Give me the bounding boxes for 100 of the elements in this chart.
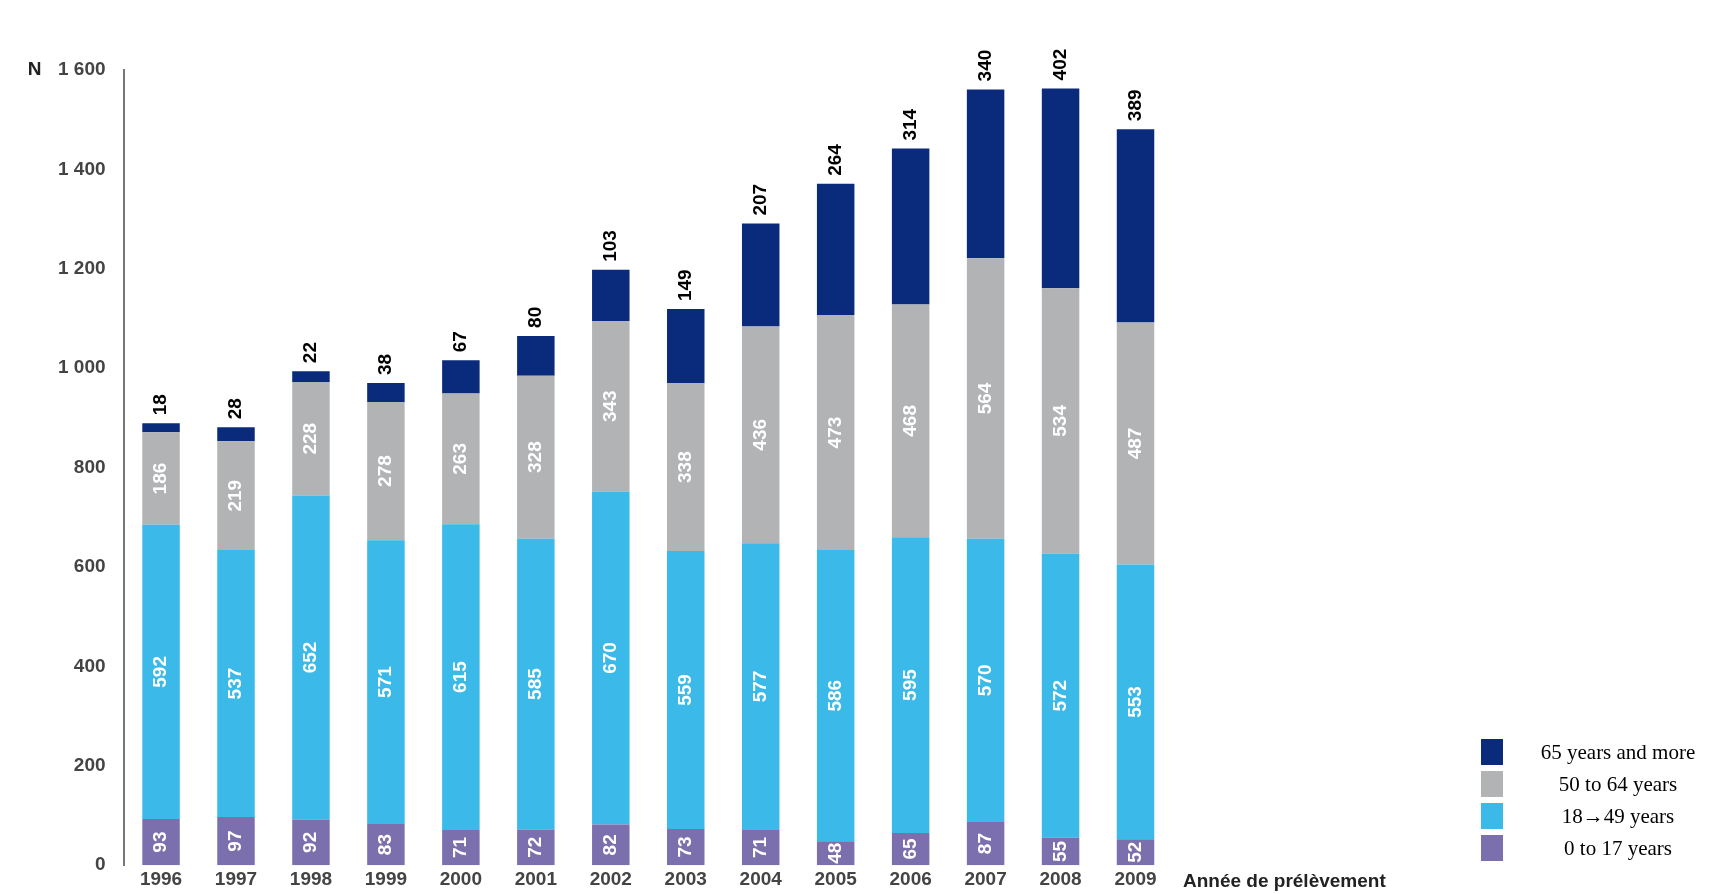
bar	[142, 818, 180, 866]
x-tick-label: 2008	[1039, 867, 1082, 889]
x-tick-label: 1997	[214, 867, 258, 889]
data-label: 559	[673, 674, 695, 706]
bar	[292, 371, 330, 383]
data-label: 18	[149, 394, 171, 416]
x-tick-label: 2002	[589, 867, 632, 889]
data-label: 67	[449, 331, 471, 353]
bar	[217, 441, 255, 551]
data-label: 564	[973, 382, 995, 415]
x-tick-label: 2005	[814, 867, 858, 889]
bar	[517, 829, 555, 866]
bar	[1116, 129, 1155, 323]
x-tick-label: 2009	[1114, 867, 1157, 889]
data-label: 402	[1048, 48, 1070, 81]
bar	[667, 383, 705, 552]
data-label: 97	[224, 830, 246, 852]
x-tick-label: 2004	[739, 867, 783, 889]
bar	[1041, 88, 1080, 289]
y-tick-label: 0	[94, 853, 106, 875]
y-tick-label: 1 200	[58, 257, 106, 279]
data-label: 65	[898, 838, 920, 860]
bar	[142, 423, 180, 433]
data-label: 228	[299, 422, 321, 455]
data-label: 652	[299, 641, 321, 674]
bar	[517, 538, 555, 830]
y-tick-label: 1 400	[58, 157, 106, 179]
bar	[741, 223, 780, 327]
bar	[442, 829, 480, 866]
data-label: 343	[599, 390, 621, 423]
bar	[891, 148, 930, 305]
data-label: 340	[973, 49, 995, 82]
y-tick-label: 400	[73, 654, 106, 676]
bar	[1116, 322, 1155, 565]
data-label: 670	[599, 642, 621, 674]
bar	[592, 320, 630, 492]
data-label: 22	[299, 342, 321, 364]
y-tick-label: 600	[73, 555, 106, 577]
bar	[442, 360, 480, 394]
text: 18→49 years	[1560, 803, 1676, 829]
data-label: 278	[374, 455, 396, 487]
bar	[891, 537, 930, 833]
x-tick-label: 2003	[664, 867, 707, 889]
data-label: 219	[224, 479, 246, 512]
data-label: 72	[524, 836, 546, 858]
bar	[442, 524, 480, 830]
bar	[966, 538, 1005, 822]
data-label: 52	[1123, 841, 1145, 863]
data-label: 537	[224, 667, 246, 700]
bar	[367, 383, 405, 402]
data-label: 87	[973, 833, 995, 855]
bar	[292, 495, 330, 820]
x-tick-label: 1999	[364, 867, 408, 889]
bar	[517, 335, 555, 376]
data-label: 207	[748, 183, 770, 216]
bar	[292, 819, 330, 866]
bar	[217, 427, 255, 442]
bar	[592, 269, 630, 321]
y-axis-title: N	[27, 58, 42, 80]
data-label: 571	[374, 665, 396, 698]
data-label: 55	[1048, 840, 1070, 863]
data-label: 553	[1123, 686, 1145, 718]
data-label: 389	[1123, 89, 1145, 122]
data-label: 48	[823, 842, 845, 864]
bar	[292, 382, 330, 496]
bar	[741, 543, 780, 830]
x-axis-title: Année de prélèvement	[1183, 870, 1387, 892]
data-label: 103	[599, 230, 621, 262]
data-label: 592	[149, 656, 171, 688]
bar	[142, 524, 180, 819]
data-label: 468	[898, 405, 920, 437]
data-label: 314	[898, 108, 920, 141]
y-tick-label: 1 000	[58, 356, 106, 378]
data-label: 473	[823, 416, 845, 449]
x-tick-label: 2006	[889, 867, 932, 889]
bar	[966, 89, 1005, 259]
bar	[741, 326, 780, 544]
bar	[1041, 288, 1080, 554]
data-label: 264	[823, 143, 845, 176]
legend-label: 65 years and more	[1539, 739, 1697, 765]
data-label: 38	[374, 353, 396, 376]
bar	[816, 315, 855, 551]
text: 0 to 17 years	[1563, 835, 1673, 861]
x-tick-label: 2001	[514, 867, 558, 889]
data-label: 263	[449, 443, 471, 475]
data-label: 487	[1123, 427, 1145, 460]
x-tick-label: 1998	[289, 867, 333, 889]
y-tick-label: 800	[73, 455, 106, 477]
data-label: 586	[823, 679, 845, 712]
bar	[667, 551, 705, 829]
bar	[517, 375, 555, 539]
bar	[592, 491, 630, 825]
data-label: 71	[449, 836, 471, 859]
bar	[966, 258, 1005, 539]
x-tick-label: 2000	[439, 867, 483, 889]
data-label: 80	[524, 306, 546, 328]
y-tick-label: 200	[73, 754, 106, 776]
data-label: 71	[748, 836, 770, 859]
data-label: 186	[149, 462, 171, 495]
bar	[1041, 553, 1080, 838]
